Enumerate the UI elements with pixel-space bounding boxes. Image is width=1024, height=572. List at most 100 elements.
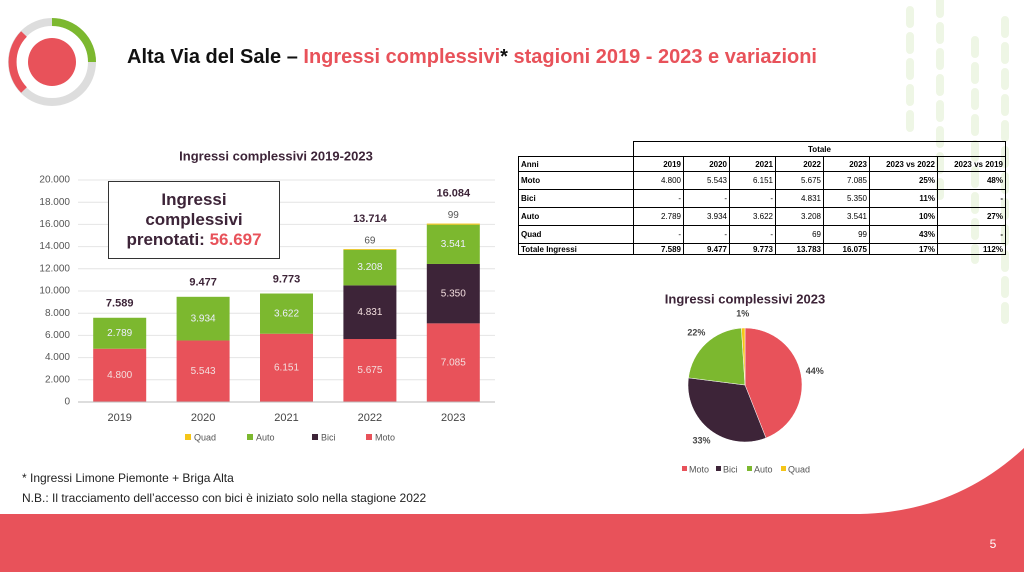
table-cell: 7.589 — [633, 243, 684, 255]
legend-label: Bici — [723, 464, 738, 474]
y-tick-label: 6.000 — [45, 330, 70, 341]
table-cell: 3.934 — [683, 207, 730, 226]
data-label: 99 — [448, 210, 460, 221]
table-cell: 99 — [823, 225, 870, 244]
table-cell: - — [729, 189, 776, 208]
table-cell: 13.783 — [775, 243, 824, 255]
data-label: 3.208 — [357, 262, 382, 273]
table-row: Anni 2019 2020 2021 2022 2023 2023 vs 2022 2023… — [518, 156, 1006, 172]
slide-title: Alta Via del Sale – Ingressi complessivi… — [127, 46, 817, 69]
table-cell: 10% — [869, 207, 938, 226]
data-label: 3.541 — [441, 239, 466, 250]
table-cell: 4.800 — [633, 171, 684, 190]
y-tick-label: 18.000 — [39, 197, 70, 208]
title-part: * — [500, 46, 508, 68]
pie-slice — [744, 327, 803, 439]
table-cell: - — [633, 189, 684, 208]
title-part: Ingressi complessivi — [303, 46, 501, 68]
y-tick-label: 4.000 — [45, 352, 70, 363]
data-table: Totale Anni 2019 2020 2021 2022 2023 2023 vs 20… — [518, 141, 1006, 255]
legend-label: Bici — [321, 432, 336, 442]
table-cell: 9.773 — [729, 243, 776, 255]
total-label: 16.084 — [436, 187, 471, 199]
total-label: 9.773 — [273, 273, 301, 285]
table-row: Auto 2.789 3.934 3.622 3.208 3.541 10% 27% — [518, 207, 1006, 226]
data-label: 4.800 — [107, 370, 132, 381]
table-cell: 27% — [937, 207, 1006, 226]
table-cell: 3.622 — [729, 207, 776, 226]
legend-swatch — [716, 466, 721, 471]
y-tick-label: 8.000 — [45, 308, 70, 319]
page-number: 5 — [990, 537, 997, 551]
y-tick-label: 0 — [64, 397, 70, 408]
legend-label: Moto — [375, 432, 395, 442]
data-label: 5.675 — [357, 365, 382, 376]
table-cell: 5.675 — [775, 171, 824, 190]
table-cell: - — [937, 225, 1006, 244]
table-cell: 17% — [869, 243, 938, 255]
table-cell: 2.789 — [633, 207, 684, 226]
bar-segment — [426, 223, 480, 225]
legend-label: Auto — [256, 432, 275, 442]
table-cell — [518, 141, 634, 157]
y-tick-label: 20.000 — [39, 175, 70, 186]
legend-swatch — [312, 434, 318, 440]
bar-segment — [260, 333, 313, 402]
table-cell: 4.831 — [775, 189, 824, 208]
data-label: 69 — [364, 236, 376, 247]
table-cell: 16.075 — [823, 243, 870, 255]
footer-band — [0, 448, 1024, 572]
annotation-value: 56.697 — [209, 230, 262, 249]
data-label: 5.350 — [441, 288, 466, 299]
table-row: Moto 4.800 5.543 6.151 5.675 7.085 25% 48% — [518, 171, 1006, 190]
logo — [8, 18, 96, 106]
data-label: 5.543 — [191, 366, 216, 377]
x-tick-label: 2022 — [358, 412, 382, 424]
pie-label: 1% — [736, 308, 749, 318]
bar-segment — [343, 285, 397, 340]
y-tick-label: 14.000 — [39, 241, 70, 252]
table-cell: 43% — [869, 225, 938, 244]
column-header: 2023 vs 2019 — [937, 156, 1006, 172]
pie-label: 22% — [687, 328, 705, 338]
column-header: 2023 vs 2022 — [869, 156, 938, 172]
table-cell: Bici — [518, 189, 634, 208]
total-label: 7.589 — [106, 298, 134, 310]
footnote: N.B.: Il tracciamento dell’accesso con b… — [22, 491, 427, 505]
table-cell: 7.085 — [823, 171, 870, 190]
table-cell: 5.543 — [683, 171, 730, 190]
data-label: 7.085 — [441, 357, 466, 368]
legend-label: Quad — [788, 464, 810, 474]
title-part: Alta Via del Sale – — [127, 46, 304, 68]
column-header: 2021 — [729, 156, 776, 172]
bar-segment — [93, 348, 147, 402]
legend-label: Auto — [754, 464, 773, 474]
column-header: 2022 — [775, 156, 824, 172]
x-tick-label: 2023 — [441, 412, 465, 424]
total-label: 9.477 — [189, 277, 217, 289]
pie-slice — [687, 377, 767, 443]
bar-segment — [176, 296, 230, 341]
pie-label: 33% — [692, 435, 710, 445]
column-header: 2020 — [683, 156, 730, 172]
table-cell: 9.477 — [683, 243, 730, 255]
table-cell: 48% — [937, 171, 1006, 190]
pie-slice — [688, 327, 746, 386]
legend-swatch — [682, 466, 687, 471]
bar-segment — [93, 317, 147, 349]
legend-swatch — [781, 466, 786, 471]
bar-segment — [343, 249, 397, 286]
bar-segment — [426, 323, 480, 402]
table-cell: - — [633, 225, 684, 244]
bar-segment — [176, 340, 230, 402]
legend-label: Moto — [689, 464, 709, 474]
table-cell: Totale Ingressi — [518, 243, 634, 255]
table-row: Totale Ingressi 7.589 9.477 9.773 13.783 16.0… — [518, 243, 1006, 255]
table-cell: - — [683, 189, 730, 208]
legend-swatch — [185, 434, 191, 440]
table-cell: Moto — [518, 171, 634, 190]
table-cell: 5.350 — [823, 189, 870, 208]
table-cell: - — [683, 225, 730, 244]
